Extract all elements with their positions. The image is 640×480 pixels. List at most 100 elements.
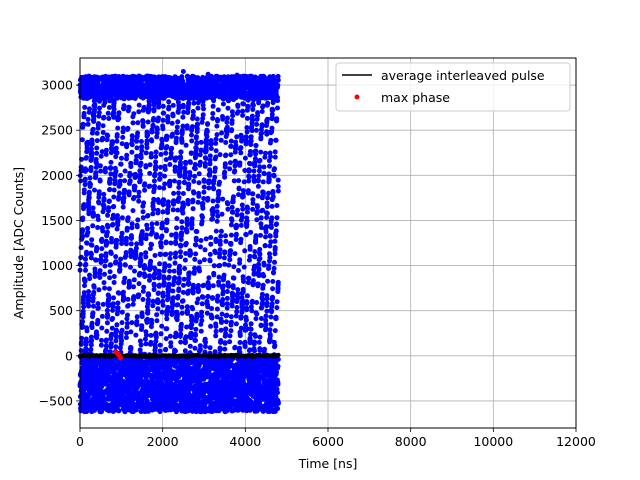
blue-point	[175, 99, 181, 105]
blue-point	[201, 196, 207, 201]
blue-point	[91, 395, 97, 401]
blue-point	[111, 274, 117, 279]
blue-point	[177, 263, 182, 269]
blue-point	[95, 372, 100, 378]
blue-point	[135, 359, 141, 365]
blue-point	[183, 142, 189, 148]
blue-point	[103, 343, 109, 349]
blue-point	[271, 383, 277, 389]
blue-point	[196, 96, 202, 102]
blue-point	[143, 250, 149, 256]
blue-point	[119, 394, 125, 400]
blue-point	[246, 93, 252, 99]
blue-point	[251, 392, 257, 398]
blue-point	[187, 170, 193, 175]
blue-point	[134, 376, 140, 381]
blue-point	[212, 349, 218, 355]
blue-point	[215, 74, 221, 80]
blue-point	[80, 365, 86, 371]
blue-point	[133, 404, 139, 410]
blue-point	[275, 73, 281, 79]
blue-point	[136, 281, 142, 287]
blue-point	[114, 132, 120, 138]
blue-point	[196, 171, 202, 177]
blue-point	[236, 178, 242, 184]
blue-point	[201, 189, 207, 195]
blue-point	[167, 376, 173, 382]
blue-point	[151, 287, 157, 293]
blue-point	[271, 76, 277, 81]
blue-point	[158, 244, 164, 250]
blue-point	[144, 371, 150, 377]
blue-point	[249, 308, 255, 314]
blue-point	[124, 321, 130, 326]
blue-point	[200, 89, 206, 95]
blue-point	[264, 200, 270, 206]
blue-point	[272, 251, 278, 257]
blue-point	[194, 229, 200, 235]
blue-point	[160, 126, 166, 132]
blue-point	[113, 154, 119, 160]
blue-point	[203, 85, 209, 91]
blue-point	[189, 132, 194, 138]
blue-point	[90, 401, 96, 407]
blue-point	[142, 407, 148, 413]
blue-point	[220, 405, 226, 411]
blue-point	[149, 229, 155, 235]
blue-point	[91, 303, 96, 309]
blue-point	[83, 358, 89, 364]
blue-point	[145, 386, 151, 392]
blue-point	[98, 83, 104, 89]
blue-point	[215, 390, 221, 396]
blue-point	[240, 112, 246, 118]
blue-point	[211, 98, 217, 104]
blue-point	[223, 326, 229, 332]
blue-point	[261, 164, 267, 170]
blue-point	[245, 363, 250, 369]
blue-point	[255, 369, 261, 375]
blue-point	[187, 395, 193, 401]
blue-point	[265, 278, 271, 284]
blue-point	[174, 88, 180, 94]
blue-point	[219, 368, 225, 374]
blue-point	[264, 215, 270, 220]
blue-point	[157, 342, 163, 348]
blue-point	[176, 184, 182, 190]
blue-point	[105, 365, 111, 371]
blue-point	[135, 294, 141, 300]
blue-point	[244, 129, 250, 135]
blue-point	[222, 384, 228, 390]
blue-point	[271, 83, 277, 88]
blue-point	[184, 370, 189, 376]
blue-point	[267, 90, 273, 96]
blue-point	[166, 99, 172, 105]
blue-point	[275, 105, 280, 111]
blue-point	[102, 380, 108, 386]
blue-point	[128, 359, 134, 365]
blue-point	[172, 393, 178, 398]
blue-point	[257, 334, 263, 340]
blue-point	[188, 405, 194, 411]
blue-point	[113, 338, 119, 344]
blue-point	[260, 82, 266, 88]
blue-point	[96, 110, 102, 116]
blue-point	[127, 401, 133, 407]
blue-point	[170, 113, 176, 119]
blue-point	[210, 385, 216, 391]
blue-point	[251, 375, 257, 381]
blue-point	[238, 132, 244, 138]
blue-point	[217, 179, 222, 185]
blue-point	[268, 239, 274, 245]
blue-point	[196, 405, 202, 411]
blue-point	[164, 383, 170, 389]
blue-point	[139, 78, 145, 84]
blue-point	[200, 398, 206, 404]
blue-point	[102, 263, 108, 269]
blue-point	[257, 246, 263, 252]
blue-point	[118, 256, 124, 262]
blue-point	[89, 76, 95, 82]
blue-point	[214, 218, 220, 224]
blue-point	[249, 73, 254, 79]
blue-point	[169, 81, 175, 87]
blue-point	[202, 344, 208, 349]
